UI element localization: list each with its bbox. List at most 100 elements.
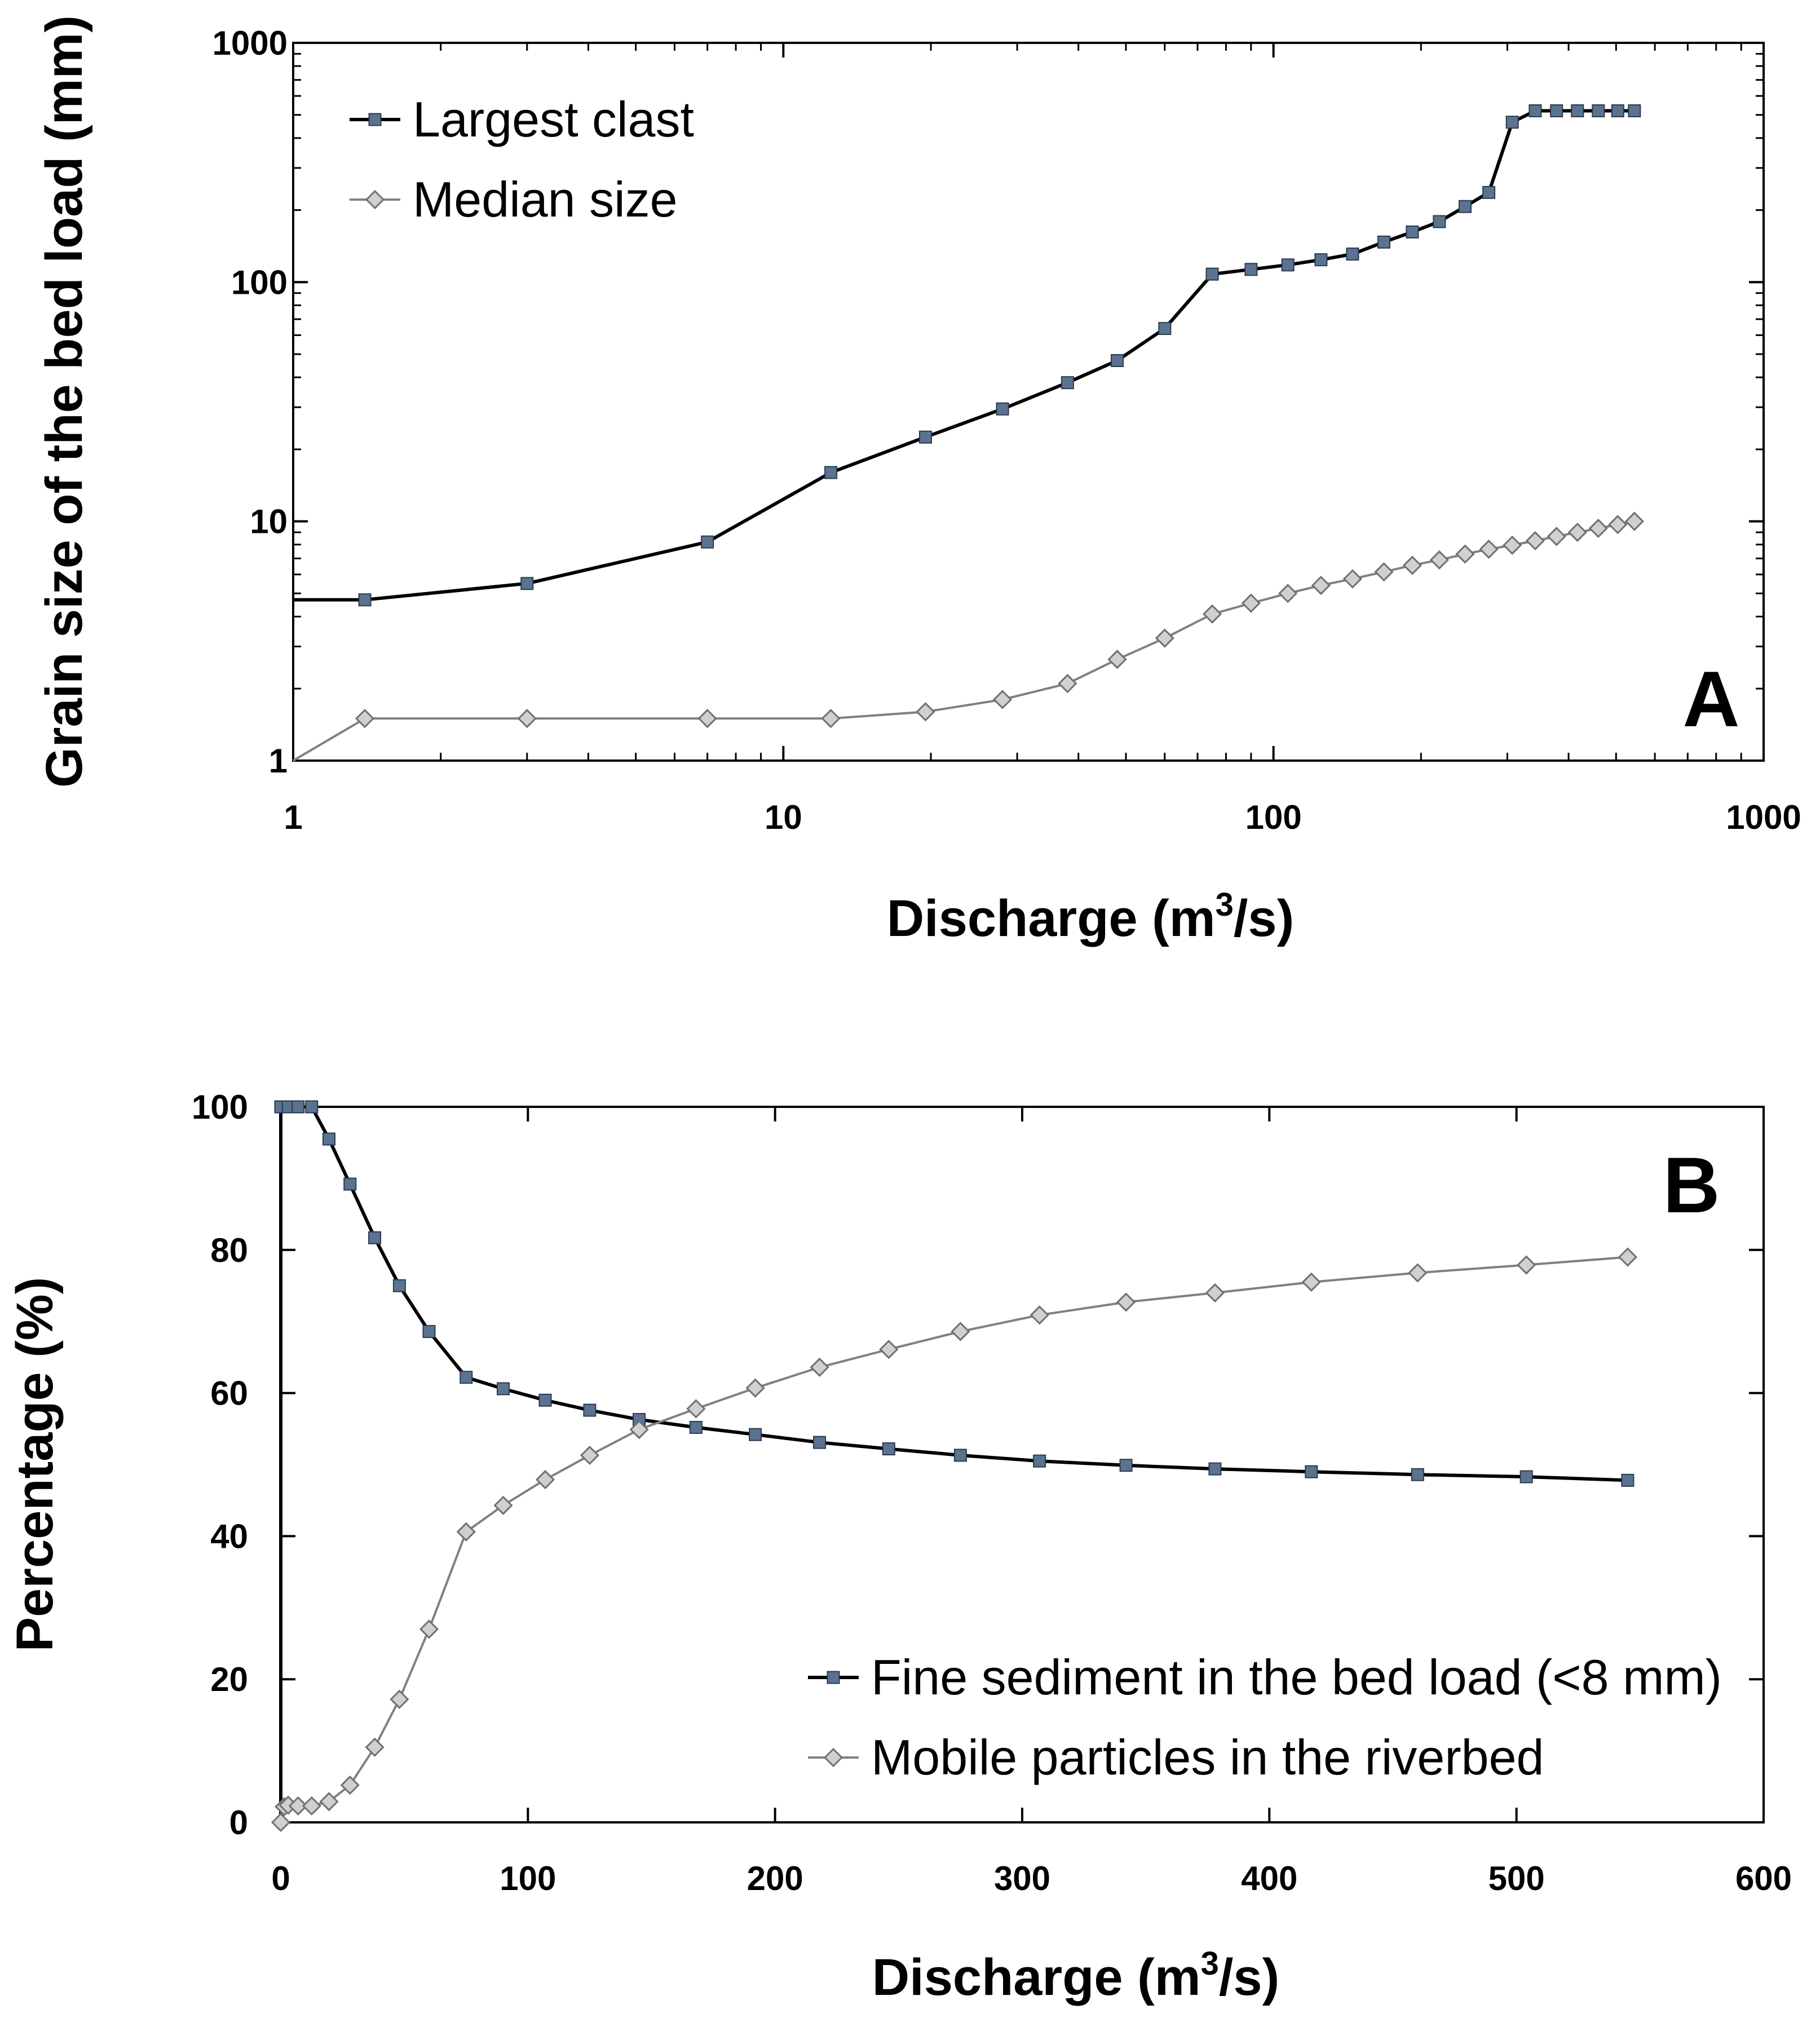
data-point-diamond	[1503, 535, 1522, 555]
data-point-square	[1033, 1454, 1046, 1468]
data-point-diamond	[1030, 1305, 1049, 1325]
legend: Fine sediment in the bed load (<8 mm) Mob…	[808, 1649, 1722, 1785]
data-point-diamond	[1241, 593, 1261, 613]
plot-frame	[292, 42, 1765, 762]
data-point-square	[1519, 1470, 1533, 1483]
y-tick-label: 100	[231, 263, 288, 301]
data-point-diamond	[580, 1445, 600, 1465]
x-axis-title-tail: /s)	[1219, 1949, 1279, 2006]
data-point-diamond	[1374, 562, 1394, 582]
x-tick-label: 400	[1241, 1860, 1297, 1897]
x-tick-label: 100	[500, 1860, 556, 1897]
x-axis-title: Discharge (m3/s)	[887, 886, 1295, 947]
data-point-square	[343, 1177, 357, 1191]
data-point-square	[583, 1403, 597, 1417]
legend-marker	[368, 113, 382, 126]
data-point-square	[1459, 200, 1472, 213]
legend-label: Fine sediment in the bed load (<8 mm)	[871, 1649, 1722, 1705]
data-point-diamond	[493, 1495, 513, 1515]
data-point-diamond	[1567, 522, 1587, 542]
y-tick-label: 40	[210, 1517, 248, 1555]
data-point-diamond	[535, 1470, 555, 1490]
data-point-diamond	[1455, 544, 1475, 564]
data-point-diamond	[1525, 531, 1545, 551]
data-point-diamond	[1202, 604, 1222, 624]
legend-marker	[823, 1747, 843, 1768]
data-point-square	[1205, 267, 1219, 281]
data-point-diamond	[288, 1796, 308, 1816]
x-tick-label: 100	[1245, 798, 1302, 836]
data-point-square	[1244, 263, 1258, 276]
data-point-diamond	[1517, 1255, 1536, 1275]
plot-frame	[280, 1106, 1765, 1823]
data-point-square	[1529, 104, 1542, 118]
data-point-diamond	[1402, 555, 1423, 575]
data-point-diamond	[456, 1522, 476, 1542]
data-point-square	[1061, 376, 1074, 390]
x-tick-label: 500	[1488, 1860, 1545, 1897]
data-point-square	[1550, 104, 1563, 118]
data-point-square	[422, 1324, 436, 1338]
data-point-square	[1592, 104, 1605, 118]
legend-marker	[827, 1671, 840, 1684]
data-point-diamond	[1155, 628, 1174, 648]
data-point-diamond	[1301, 1272, 1321, 1292]
data-point-square	[813, 1436, 827, 1449]
data-point-diamond	[419, 1619, 439, 1639]
x-axis-title-main: Discharge (m	[872, 1949, 1201, 2006]
data-point-square	[1505, 116, 1519, 129]
data-point-square	[701, 535, 714, 549]
y-tick-label: 80	[210, 1231, 248, 1269]
x-tick-label: 300	[994, 1860, 1050, 1897]
x-axis-title-main: Discharge (m	[887, 890, 1216, 947]
x-axis-title-tail: /s)	[1234, 890, 1294, 947]
data-point-diamond	[916, 702, 935, 722]
series-1	[271, 1247, 1638, 1833]
y-axis-title: Grain size of the bed load (mm)	[36, 15, 93, 788]
data-point-square	[1482, 186, 1496, 199]
data-point-diamond	[390, 1689, 409, 1709]
x-tick-label: 1000	[1726, 798, 1801, 836]
data-point-diamond	[686, 1399, 706, 1419]
series-0	[293, 104, 1641, 607]
data-point-diamond	[1588, 518, 1608, 538]
legend-label: Median size	[413, 171, 678, 227]
y-tick-label: 0	[229, 1804, 248, 1842]
data-point-diamond	[319, 1792, 339, 1812]
data-point-square	[996, 402, 1009, 416]
data-point-square	[1314, 253, 1328, 267]
y-tick-label: 60	[210, 1375, 248, 1412]
data-point-diamond	[1278, 584, 1298, 603]
x-axis-title: Discharge (m3/s)	[872, 1945, 1280, 2006]
data-point-square	[918, 430, 932, 444]
data-point-diamond	[629, 1420, 649, 1440]
series-1	[292, 511, 1644, 762]
data-point-diamond	[1342, 569, 1363, 589]
data-point-diamond	[271, 1812, 291, 1833]
y-tick-label: 1	[269, 742, 288, 780]
data-point-square	[538, 1393, 552, 1407]
data-point-diamond	[365, 1737, 385, 1757]
x-tick-label: 1	[284, 798, 302, 836]
data-point-diamond	[1624, 511, 1644, 531]
data-point-diamond	[1547, 527, 1566, 546]
data-point-diamond	[1479, 539, 1499, 559]
data-point-square	[460, 1371, 473, 1384]
data-point-square	[882, 1442, 895, 1456]
data-point-square	[1628, 104, 1641, 118]
data-point-square	[1621, 1473, 1635, 1487]
data-point-diamond	[745, 1378, 765, 1398]
x-tick-label: 0	[271, 1860, 290, 1897]
y-tick-label: 100	[192, 1088, 248, 1126]
y-tick-label: 10	[250, 503, 288, 541]
legend-label: Largest clast	[413, 91, 694, 147]
data-point-diamond	[1205, 1283, 1225, 1303]
x-tick-label: 10	[765, 798, 802, 836]
x-axis-title-sup: 3	[1216, 886, 1234, 923]
data-point-square	[291, 1100, 305, 1114]
data-point-diamond	[992, 690, 1013, 709]
data-point-diamond	[810, 1357, 829, 1377]
legend-label: Mobile particles in the riverbed	[871, 1729, 1544, 1785]
data-point-square	[1305, 1465, 1318, 1478]
data-point-diamond	[1107, 650, 1127, 669]
